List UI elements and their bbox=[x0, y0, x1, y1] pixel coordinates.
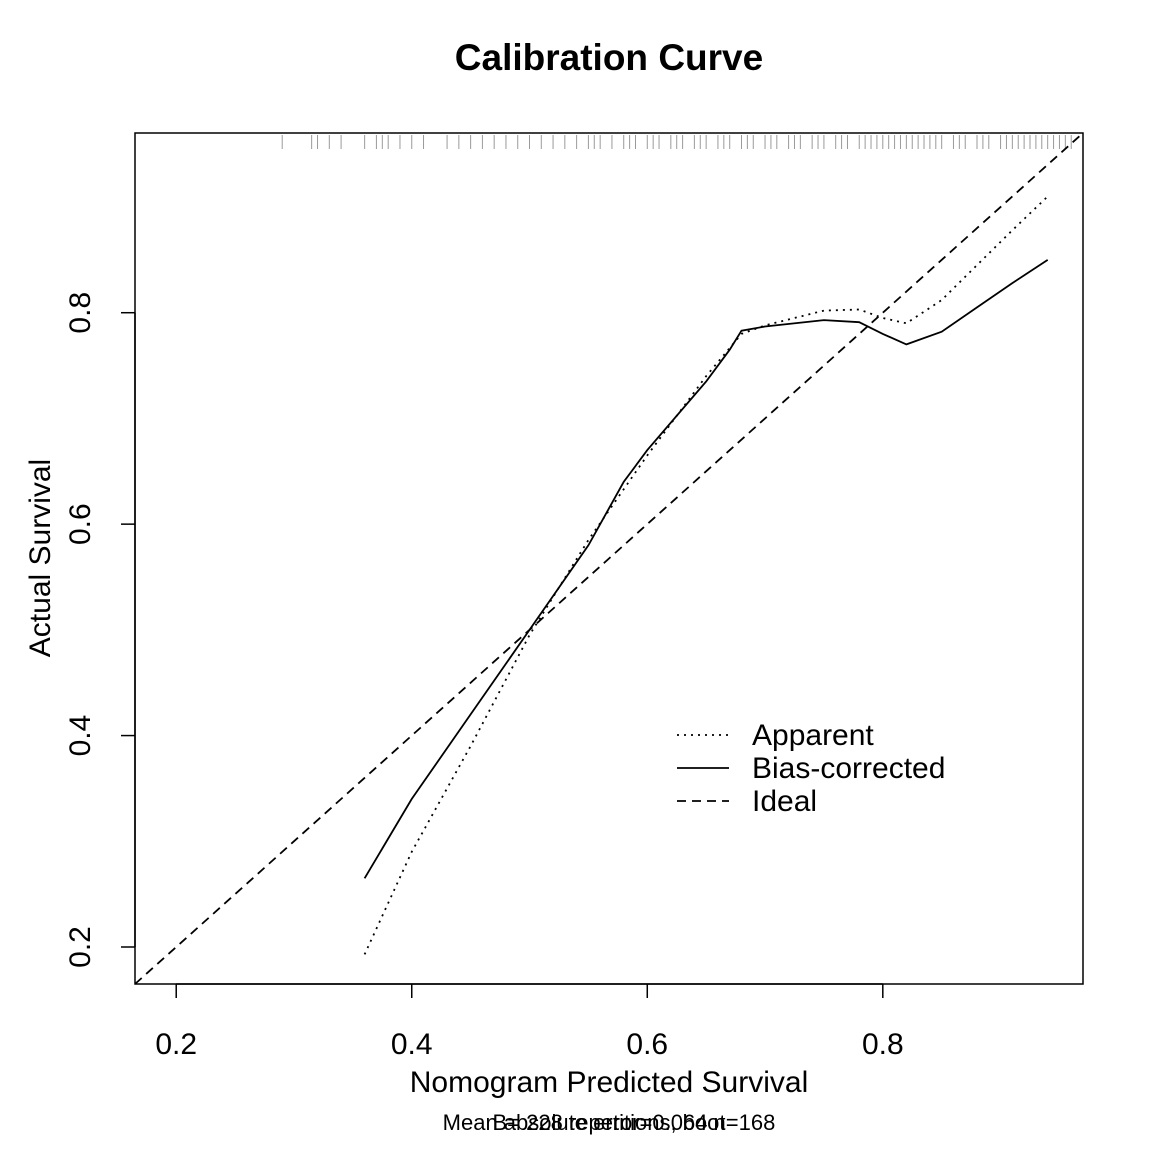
chart-title: Calibration Curve bbox=[455, 37, 763, 78]
legend-label-1: Bias-corrected bbox=[752, 752, 945, 785]
series-bias-corrected bbox=[363, 259, 1049, 879]
x-tick-label-0: 0.2 bbox=[155, 1028, 197, 1061]
x-tick-label-2: 0.6 bbox=[626, 1028, 668, 1061]
y-tick-label-2: 0.6 bbox=[64, 503, 97, 545]
legend-label-2: Ideal bbox=[752, 785, 817, 818]
y-axis-label: Actual Survival bbox=[24, 459, 57, 657]
y-tick-label-3: 0.8 bbox=[64, 292, 97, 334]
y-axis: 0.2 0.4 0.6 0.8 bbox=[64, 292, 136, 968]
x-tick-label-1: 0.4 bbox=[391, 1028, 433, 1061]
x-axis-label: Nomogram Predicted Survival bbox=[410, 1066, 808, 1099]
rug-marks bbox=[281, 135, 1072, 149]
series-ideal bbox=[134, 132, 1084, 985]
legend-label-0: Apparent bbox=[752, 719, 874, 752]
series-apparent bbox=[363, 195, 1049, 955]
series-layer bbox=[134, 132, 1084, 985]
subtitle-line-0: Mean absolute error=0.064 n=168 bbox=[443, 1110, 776, 1135]
x-tick-label-3: 0.8 bbox=[862, 1028, 904, 1061]
x-axis: 0.2 0.4 0.6 0.8 bbox=[155, 983, 904, 1061]
y-tick-label-1: 0.4 bbox=[64, 715, 97, 757]
y-tick-label-0: 0.2 bbox=[64, 926, 97, 968]
subtitle-line-1: B= 228 repetitions, boot bbox=[493, 1110, 726, 1135]
